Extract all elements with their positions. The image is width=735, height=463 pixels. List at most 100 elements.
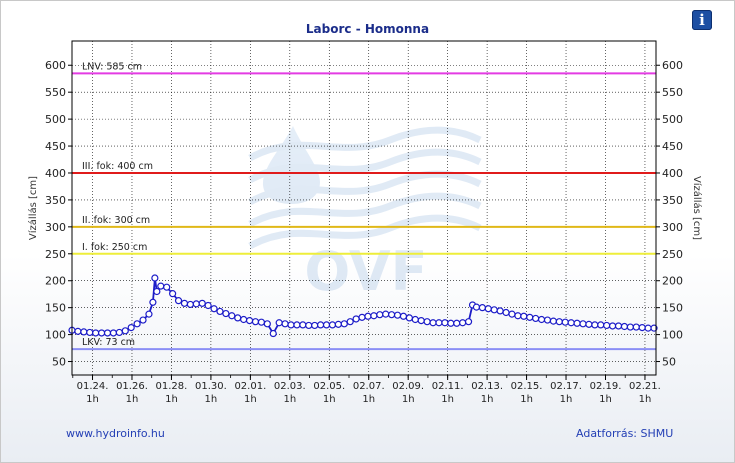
y-tick-label-left: 50 [52,356,66,369]
data-point [597,321,605,329]
threshold-label: II. fok: 300 cm [82,215,150,226]
data-point [80,328,88,336]
info-icon[interactable]: i [692,10,712,30]
y-tick-label-left: 550 [45,86,66,99]
y-tick-label-left: 200 [45,275,66,288]
data-point [198,299,206,307]
data-point [97,329,106,337]
x-tick-label-hour: 1h [165,394,178,405]
data-point [287,321,295,329]
data-point [121,327,129,335]
plot-border [71,40,657,376]
data-point [508,310,516,318]
ovf-watermark-logo: OVF [248,126,482,303]
data-point [322,321,331,329]
y-tick-label-right: 350 [662,194,683,207]
data-point [127,323,135,332]
data-point [346,318,354,326]
data-point [376,311,384,319]
threshold-label: I. fok: 250 cm [82,242,147,253]
data-point [526,313,534,321]
data-point [543,316,552,324]
x-tick-label-date: 02.17. [550,381,582,392]
threshold-label: III. fok: 400 cm [82,161,153,172]
y-tick-label-right: 300 [662,221,683,234]
data-point [133,320,141,328]
y-tick-label-right: 100 [662,329,683,342]
y-tick-label-right: 450 [662,140,683,153]
data-point [352,315,360,323]
data-point [180,299,189,307]
data-point [263,320,271,328]
data-point [103,329,112,337]
x-tick-label-hour: 1h [599,394,612,405]
data-point [222,309,230,318]
x-tick-label-date: 02.11. [432,381,464,392]
y-tick-label-left: 150 [45,302,66,315]
data-point [251,318,260,326]
data-point [472,303,481,311]
y-tick-label-right: 200 [662,275,683,288]
data-point [608,322,617,330]
data-point [464,318,473,326]
x-tick-label-hour: 1h [639,394,652,405]
data-point [275,319,283,327]
data-point [305,321,313,330]
x-tick-label-date: 01.24. [77,381,109,392]
data-point [293,321,301,329]
data-point [532,314,540,323]
x-tick-label-hour: 1h [520,394,533,405]
data-point [328,321,337,329]
data-point [174,297,183,305]
data-point [405,314,413,322]
data-point [603,321,611,330]
data-point [537,315,546,324]
y-tick-label-right: 250 [662,248,683,261]
data-point [86,328,94,337]
y-tick-label-left: 450 [45,140,66,153]
data-point [358,313,366,321]
threshold-lines: LNV: 585 cm III. fok: 400 cm II. fok: 300 … [72,61,656,351]
data-point [311,321,319,330]
y-tick-label-right: 600 [662,59,683,72]
y-axis-label-left: Vízállás [cm] [27,176,39,240]
x-tick-label-date: 01.30. [195,381,227,392]
data-point [216,307,224,316]
x-tick-label-hour: 1h [560,394,573,405]
chart-title: Laborc - Homonna [305,22,430,36]
y-tick-label-right: 500 [662,113,683,126]
y-tick-label-right: 50 [662,356,676,369]
data-point [281,320,289,328]
data-point [228,312,236,320]
website-link[interactable]: www.hydroinfo.hu [66,427,165,440]
data-point [447,319,455,327]
data-point [411,315,419,324]
y-tick-label-left: 250 [45,248,66,261]
data-point [139,316,147,324]
data-point [585,320,593,328]
x-tick-label-hour: 1h [323,394,336,405]
y-tick-label-left: 600 [45,59,66,72]
data-point [423,318,431,326]
data-point [417,316,425,325]
x-tick-label-date: 02.13. [471,381,503,392]
x-tick-label-date: 02.19. [590,381,622,392]
x-tick-label-hour: 1h [362,394,375,405]
data-point [382,310,390,318]
data-point [399,312,408,320]
data-point [441,319,449,327]
data-point [364,312,372,320]
threshold-label: LNV: 585 cm [82,61,142,72]
data-point [561,318,569,326]
threshold-label: LKV: 73 cm [82,337,135,348]
data-point [340,320,348,328]
data-point [257,318,266,326]
y-tick-label-left: 400 [45,167,66,180]
x-tick-label-date: 02.03. [274,381,306,392]
data-point [459,319,467,327]
data-point [151,274,159,282]
data-point [555,318,563,326]
data-point [632,323,640,331]
x-tick-label-hour: 1h [481,394,494,405]
